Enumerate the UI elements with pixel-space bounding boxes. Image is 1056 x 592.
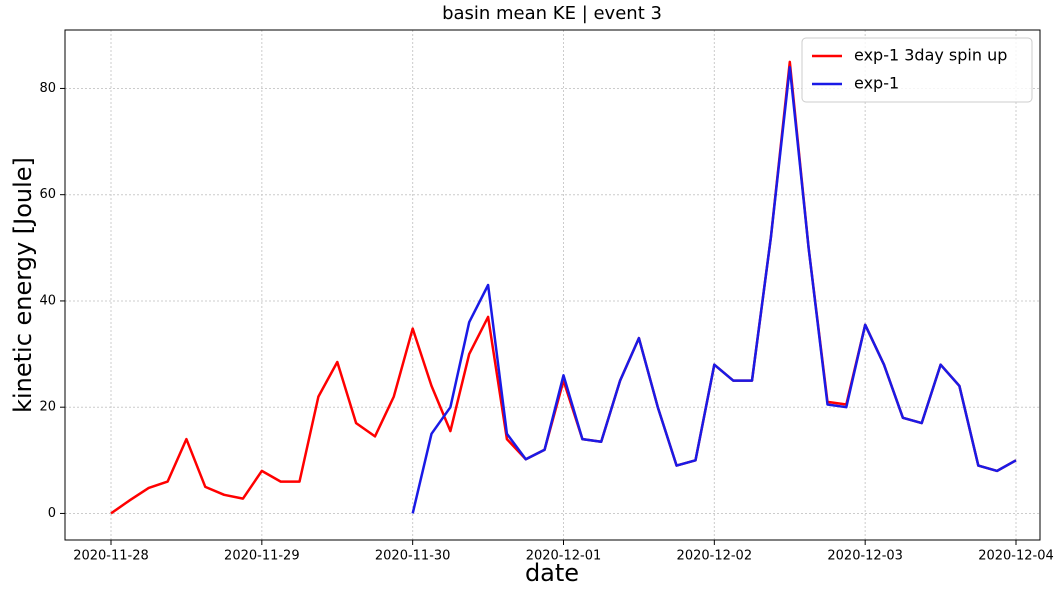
chart-title: basin mean KE | event 3 xyxy=(442,3,662,24)
y-tick-label: 60 xyxy=(39,187,56,202)
legend-label: exp-1 3day spin up xyxy=(854,46,1007,65)
line xyxy=(411,65,1017,514)
y-tick-label: 40 xyxy=(39,293,56,308)
y-axis-label: kinetic energy [Joule] xyxy=(9,157,37,413)
x-tick-label: 2020-11-28 xyxy=(73,549,149,564)
legend-box xyxy=(801,37,1033,103)
x-tick-label: 2020-11-30 xyxy=(375,549,451,564)
y-tick-label: 80 xyxy=(39,81,56,96)
plot-frame xyxy=(64,29,1041,541)
y-tick-label: 20 xyxy=(39,400,56,415)
x-tick-label: 2020-12-01 xyxy=(526,549,602,564)
x-axis-label: date xyxy=(525,559,579,587)
x-tick-label: 2020-12-04 xyxy=(978,549,1054,564)
y-tick-label: 0 xyxy=(48,506,56,521)
x-tick-label: 2020-12-03 xyxy=(827,549,903,564)
x-tick-label: 2020-11-29 xyxy=(224,549,300,564)
legend-label: exp-1 xyxy=(854,74,899,93)
x-tick-label: 2020-12-02 xyxy=(677,549,753,564)
